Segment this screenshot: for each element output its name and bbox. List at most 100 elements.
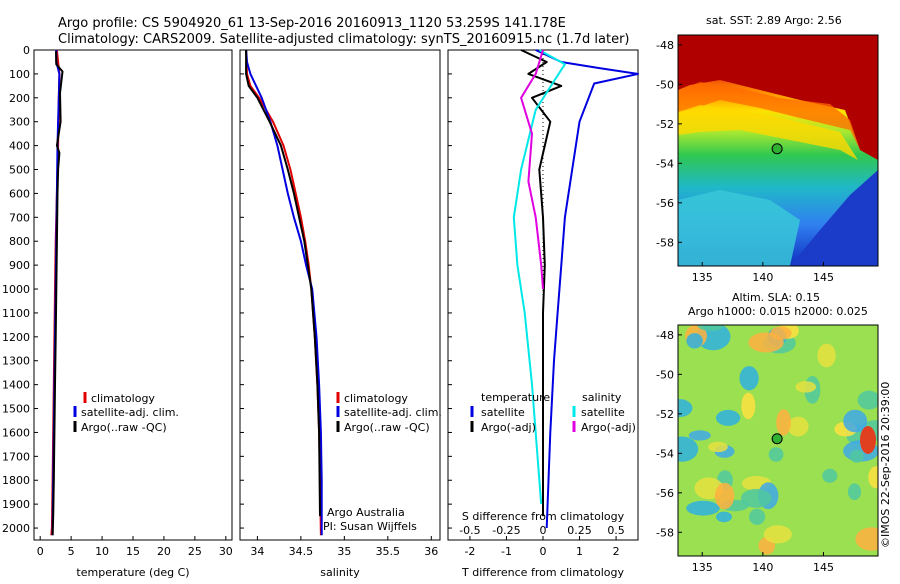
legend-label-temp-satellite: satellite bbox=[481, 406, 525, 419]
figure-title-line2: Climatology: CARS2009. Satellite-adjuste… bbox=[58, 32, 630, 47]
sla-eddy bbox=[749, 508, 766, 525]
map-x-tick-label: 135 bbox=[692, 561, 713, 574]
sst-blue-core bbox=[790, 170, 878, 266]
sla-eddy bbox=[795, 381, 817, 393]
sla-eddy bbox=[697, 325, 725, 331]
x-axis-label: salinity bbox=[320, 566, 360, 579]
y-tick-label: 1500 bbox=[2, 403, 30, 416]
x-tick-label: 1 bbox=[576, 545, 583, 558]
sst-map-title: sat. SST: 2.89 Argo: 2.56 bbox=[706, 14, 842, 27]
x-tick-label: 20 bbox=[157, 545, 171, 558]
y-tick-label: 300 bbox=[9, 116, 30, 129]
legend-heading-temperature: temperature bbox=[481, 391, 550, 404]
legend-label-sal-satellite: satellite bbox=[581, 406, 625, 419]
map-y-tick-label: -54 bbox=[656, 447, 674, 460]
map-y-tick-label: -48 bbox=[656, 39, 674, 52]
y-tick-label: 1900 bbox=[2, 498, 30, 511]
sla-eddy bbox=[678, 399, 693, 418]
sla-map-frame bbox=[677, 324, 879, 557]
figure-title-line1: Argo profile: CS 5904920_61 13-Sep-2016 … bbox=[58, 16, 566, 31]
sla-eddy-strong bbox=[860, 426, 876, 454]
map-x-tick-label: 145 bbox=[813, 561, 834, 574]
legend-label-satellite-adj: satellite-adj. clim. bbox=[344, 406, 442, 419]
sla-eddy bbox=[739, 366, 759, 391]
temperature-legend: climatology satellite-adj. clim. Argo(..… bbox=[73, 392, 179, 434]
sla-map-axes: 135 140 145 -48 -50 -52 -54 -56 -58 bbox=[656, 329, 834, 574]
sst-orange-band bbox=[678, 82, 860, 150]
sla-eddy bbox=[847, 483, 862, 501]
salinity-legend: climatology satellite-adj. clim. Argo(..… bbox=[323, 392, 442, 533]
x-tick-label: 25 bbox=[188, 545, 202, 558]
map-y-tick-label: -58 bbox=[656, 526, 674, 539]
sla-map-title2: Argo h1000: 0.015 h2000: 0.025 bbox=[688, 305, 868, 318]
legend-label-climatology: climatology bbox=[344, 392, 408, 405]
salinity-panel: 34 34.5 35 35.5 36 salinity bbox=[239, 49, 441, 579]
sla-map-title1: Altim. SLA: 0.15 bbox=[732, 291, 820, 304]
map-y-tick-label: -54 bbox=[656, 157, 674, 170]
map-x-tick-label: 145 bbox=[813, 271, 834, 284]
map-x-tick-label: 140 bbox=[752, 561, 773, 574]
series-line-argo-raw-qc- bbox=[51, 51, 64, 536]
x-tick-label: 35.5 bbox=[376, 545, 401, 558]
y-tick-label: 400 bbox=[9, 140, 30, 153]
x-axis-label: T difference from climatology bbox=[461, 566, 624, 579]
sla-eddy bbox=[763, 525, 792, 544]
series-line-temperature-satellite bbox=[535, 49, 639, 529]
series-line-satellite-adj-clim- bbox=[245, 49, 323, 536]
x-tick-label: 34.5 bbox=[289, 545, 314, 558]
sla-eddy bbox=[768, 447, 784, 462]
legend-label-argo-raw: Argo(..raw -QC) bbox=[344, 421, 430, 434]
y-tick-label: 1400 bbox=[2, 379, 30, 392]
sla-eddies bbox=[678, 325, 878, 555]
imos-stamp: ©IMOS 22-Sep-2016 20:39:00 bbox=[879, 382, 892, 548]
x-axis-label-salinity: S difference from climatology bbox=[462, 510, 625, 523]
y-tick-label: 200 bbox=[9, 92, 30, 105]
map-y-tick-label: -50 bbox=[656, 78, 674, 91]
legend-label-temp-argo: Argo(-adj) bbox=[481, 421, 536, 434]
sla-eddy bbox=[741, 392, 756, 420]
difference-legend: temperature salinity satellite Argo(-adj… bbox=[470, 391, 636, 434]
series-line-argo-raw-qc- bbox=[245, 50, 321, 517]
difference-panel: -2 -1 0 1 2 T difference from climatology -0.5… bbox=[447, 49, 639, 579]
map-y-tick-label: -52 bbox=[656, 118, 674, 131]
y-tick-label: 1100 bbox=[2, 307, 30, 320]
y-tick-label: 1700 bbox=[2, 450, 30, 463]
map-y-tick-label: -56 bbox=[656, 487, 674, 500]
sla-map bbox=[678, 325, 878, 556]
sla-eddy bbox=[716, 511, 732, 523]
temperature-panel: 0100200300400500600700800900100011001200… bbox=[2, 44, 233, 579]
argo-float-marker bbox=[771, 433, 783, 445]
top-x-tick-label: -0.5 bbox=[459, 524, 480, 537]
credit-line2: PI: Susan Wijffels bbox=[323, 520, 417, 533]
sst-map bbox=[678, 35, 878, 266]
x-tick-label: 35 bbox=[337, 545, 351, 558]
y-tick-label: 100 bbox=[9, 68, 30, 81]
y-tick-label: 500 bbox=[9, 164, 30, 177]
sla-eddy bbox=[740, 488, 772, 508]
argo-float-marker bbox=[771, 143, 783, 155]
y-tick-label: 800 bbox=[9, 235, 30, 248]
x-tick-label: -1 bbox=[501, 545, 512, 558]
legend-heading-salinity: salinity bbox=[582, 391, 622, 404]
x-tick-label: 2 bbox=[613, 545, 620, 558]
top-x-tick-label: 0.25 bbox=[567, 524, 592, 537]
x-tick-label: 34 bbox=[250, 545, 264, 558]
sst-warm-region bbox=[678, 35, 878, 160]
map-y-tick-label: -50 bbox=[656, 368, 674, 381]
top-x-tick-label: -0.25 bbox=[492, 524, 520, 537]
sla-eddy bbox=[678, 436, 699, 462]
sla-eddy bbox=[708, 441, 728, 453]
series-line-temperature-argo-adj- bbox=[520, 49, 563, 517]
x-tick-label: 36 bbox=[424, 545, 438, 558]
x-tick-label: 0 bbox=[540, 545, 547, 558]
sla-eddy bbox=[714, 482, 735, 510]
sst-map-axes: 135 140 145 -48 -50 -52 -54 -56 -58 bbox=[656, 39, 834, 284]
sla-eddy bbox=[855, 527, 878, 551]
sla-eddy bbox=[787, 416, 809, 437]
x-axis-label: temperature (deg C) bbox=[76, 566, 189, 579]
sla-eddy bbox=[776, 409, 791, 436]
series-line-salinity-argo-adj- bbox=[520, 49, 544, 290]
sla-eddy bbox=[817, 343, 836, 368]
